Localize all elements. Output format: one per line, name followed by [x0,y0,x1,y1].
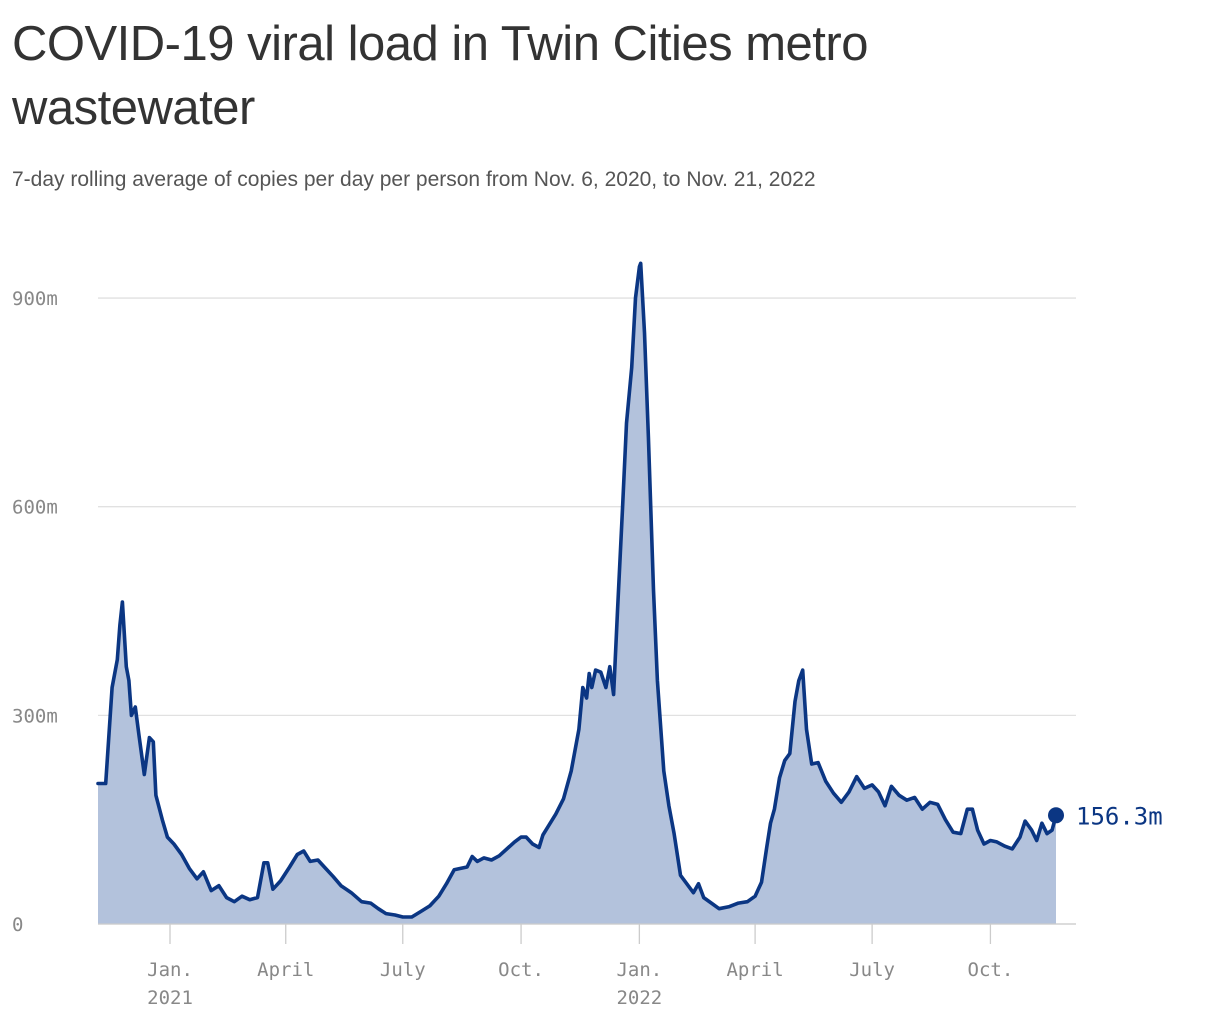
x-tick-label-3-0: Oct. [498,959,544,981]
x-tick-label-2-0: July [380,959,426,981]
y-tick-label-2: 600m [12,497,58,519]
x-tick-label-4-0: Jan. [616,959,662,981]
chart-subtitle: 7-day rolling average of copies per day … [12,168,816,191]
x-axis: Jan. 2021 April July Oct. Jan. 2022 April July Oc… [98,923,1076,1009]
x-tick-label-0-0: Jan. [147,959,193,981]
y-axis: 0 300m 600m 900m [12,288,58,936]
x-tick-label-5-0: April [726,959,783,981]
series-line [96,261,1058,919]
chart-title: COVID-19 viral load in Twin Cities metro… [12,17,868,135]
x-tick-label-1-0: April [257,959,314,981]
x-tick-label-7-0: Oct. [968,959,1014,981]
x-tick-label-0-1: 2021 [147,987,193,1009]
end-value-label: 156.3m [1076,802,1163,830]
area-fill [98,263,1056,924]
y-tick-label-1: 300m [12,705,58,727]
y-tick-label-0: 0 [12,914,23,936]
x-tick-label-6-0: July [849,959,895,981]
x-tick-label-4-1: 2022 [616,987,662,1009]
end-point-dot [1048,807,1064,824]
y-tick-label-3: 900m [12,288,58,310]
